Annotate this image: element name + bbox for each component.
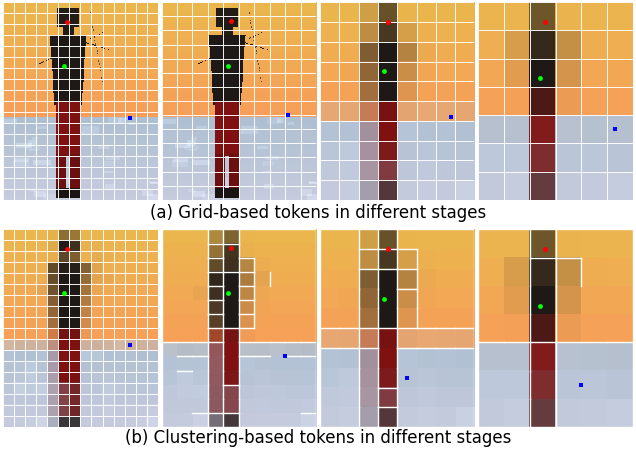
Text: (a) Grid-based tokens in different stages: (a) Grid-based tokens in different stage… xyxy=(150,204,486,222)
Text: (b) Clustering-based tokens in different stages: (b) Clustering-based tokens in different… xyxy=(125,429,511,447)
